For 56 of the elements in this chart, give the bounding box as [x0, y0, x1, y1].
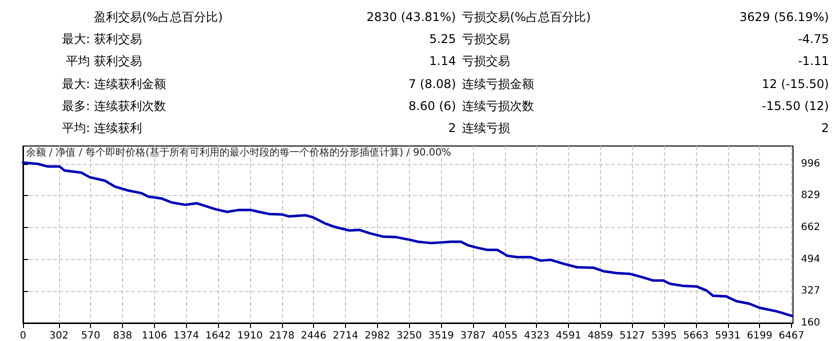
text: 12 (-15.50) — [762, 77, 829, 91]
text: 亏损交易(%占总百分比) — [462, 10, 591, 24]
x-tick-label: 570 — [81, 330, 100, 341]
y-tick-label: 996 — [801, 158, 820, 170]
x-tick-label: 3519 — [428, 330, 454, 341]
text: 亏损交易 — [462, 32, 510, 46]
x-tick-label: 2714 — [332, 330, 358, 341]
x-tick-label: 4859 — [588, 330, 614, 341]
text: 7 (8.08) — [408, 77, 456, 91]
x-tick-label: 838 — [113, 330, 132, 341]
x-tick-label: 5663 — [683, 330, 709, 341]
x-tick-label: 1910 — [237, 330, 263, 341]
x-tick-label: 5395 — [651, 330, 677, 341]
text: 1.14 — [429, 54, 456, 68]
x-tick-label: 0 — [20, 330, 26, 341]
y-tick-label: 494 — [801, 254, 820, 265]
x-tick-label: 3787 — [460, 330, 486, 341]
text: 8.60 (6) — [408, 99, 456, 113]
y-tick-label: 829 — [801, 190, 820, 202]
x-tick-label: 3250 — [396, 330, 422, 341]
text: 2 — [821, 121, 829, 135]
x-tick-label: 1106 — [142, 330, 168, 341]
x-tick-label: 6467 — [778, 330, 804, 341]
line-series — [22, 161, 794, 318]
x-tick-label: 2446 — [300, 330, 326, 341]
text: 连续亏损金额 — [462, 77, 534, 91]
x-tick-label: 302 — [49, 330, 68, 341]
x-tick-label: 1374 — [174, 330, 199, 341]
y-tick-label: 327 — [801, 286, 820, 297]
x-tick-label: 4055 — [492, 330, 518, 341]
text: 平均 获利交易 — [66, 54, 142, 68]
text: 连续亏损 — [462, 121, 510, 135]
text: 最大: 连续获利金额 — [62, 77, 166, 91]
text: 最多: 连续获利次数 — [62, 99, 166, 113]
x-tick-label: 2982 — [364, 330, 390, 341]
y-tick-label: 160 — [801, 318, 820, 328]
text: -1.11 — [798, 54, 829, 68]
x-tick-label: 1642 — [205, 330, 231, 341]
text: 平均: 连续获利 — [62, 121, 142, 135]
x-tick-label: 5127 — [620, 330, 645, 341]
text: 亏损交易 — [462, 54, 510, 68]
text: 5.25 — [429, 32, 456, 46]
text: 盈利交易(%占总百分比) — [94, 10, 223, 24]
text: 连续亏损次数 — [462, 99, 534, 113]
y-tick-label: 662 — [801, 222, 820, 233]
x-tick-label: 4591 — [556, 330, 582, 341]
x-tick-label: 6199 — [746, 330, 772, 341]
text: -15.50 (12) — [762, 99, 829, 113]
text: -4.75 — [798, 32, 829, 46]
text: 3629 (56.19%) — [740, 10, 829, 24]
x-tick-label: 5931 — [715, 330, 740, 341]
text: 最大: 获利交易 — [62, 32, 142, 46]
text: 2 — [448, 121, 456, 135]
text: 2830 (43.81%) — [366, 10, 456, 24]
x-tick-label: 2178 — [269, 330, 295, 341]
x-tick-label: 4323 — [524, 330, 550, 341]
